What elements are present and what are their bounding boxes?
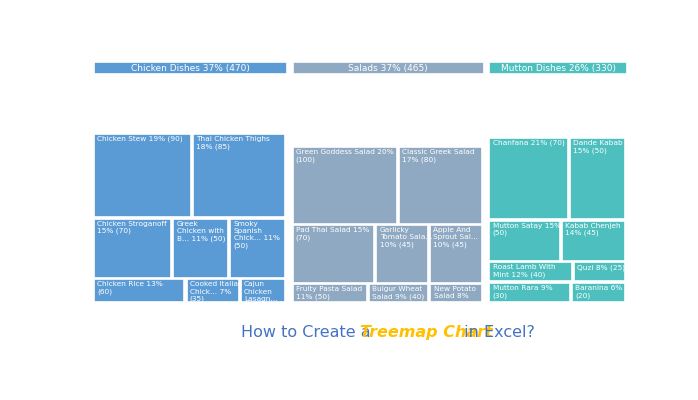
Text: Treemap Chart: Treemap Chart (360, 326, 493, 340)
Bar (570, 138, 625, 219)
Text: Mutton Satay 15%
(50): Mutton Satay 15% (50) (493, 223, 560, 236)
Text: Greek
Chicken with
B... 11% (50): Greek Chicken with B... 11% (50) (177, 221, 225, 242)
Bar (431, 284, 482, 302)
Bar (230, 218, 285, 278)
Text: Quzi 8% (25): Quzi 8% (25) (577, 264, 625, 270)
Bar (94, 279, 184, 302)
Text: Garlicky
Tomato Sala...
10% (45): Garlicky Tomato Sala... 10% (45) (380, 227, 432, 248)
Text: Kabab Chenjeh
14% (45): Kabab Chenjeh 14% (45) (565, 223, 621, 236)
Text: Pad Thai Salad 15%
(70): Pad Thai Salad 15% (70) (296, 227, 369, 241)
Bar (376, 225, 428, 282)
Text: Roast Lamb With
Mint 12% (40): Roast Lamb With Mint 12% (40) (493, 264, 555, 278)
Text: Chicken Stroganoff
15% (70): Chicken Stroganoff 15% (70) (97, 221, 167, 234)
Bar (173, 218, 228, 278)
Text: Salads 37% (465): Salads 37% (465) (348, 64, 428, 73)
Text: Chicken Stew 19% (90): Chicken Stew 19% (90) (97, 136, 183, 142)
Bar (489, 283, 570, 302)
Bar (94, 62, 287, 74)
Bar (430, 225, 482, 282)
Text: Classic Greek Salad
17% (80): Classic Greek Salad 17% (80) (402, 149, 475, 162)
Bar (292, 62, 484, 74)
Bar (186, 279, 239, 302)
Text: in Excel?: in Excel? (459, 326, 535, 340)
Text: Green Goddess Salad 20%
(100): Green Goddess Salad 20% (100) (296, 149, 394, 162)
Text: Chicken Rice 13%
(60): Chicken Rice 13% (60) (97, 281, 163, 295)
Text: Apple And
Sprout Sal...
10% (45): Apple And Sprout Sal... 10% (45) (433, 227, 478, 248)
Bar (562, 220, 625, 261)
Text: Mutton Rara 9%
(30): Mutton Rara 9% (30) (493, 285, 552, 298)
Bar (94, 218, 171, 278)
Text: Smoky
Spanish
Chick... 11%
(50): Smoky Spanish Chick... 11% (50) (234, 221, 279, 249)
Bar (489, 138, 567, 219)
Bar (292, 147, 396, 224)
Bar (489, 262, 572, 281)
Bar (94, 134, 191, 217)
Bar (369, 284, 429, 302)
Bar (489, 62, 627, 74)
Bar (292, 225, 374, 282)
Text: Mutton Dishes 26% (330): Mutton Dishes 26% (330) (500, 64, 616, 73)
Text: Cooked Italian
Chick... 7%
(35): Cooked Italian Chick... 7% (35) (190, 281, 242, 302)
Bar (574, 262, 625, 281)
Text: Thai Chicken Thighs
18% (85): Thai Chicken Thighs 18% (85) (196, 136, 270, 150)
Bar (489, 220, 560, 261)
Text: Fruity Pasta Salad
11% (50): Fruity Pasta Salad 11% (50) (296, 286, 362, 300)
Bar (572, 283, 625, 302)
Text: Dande Kabab
15% (50): Dande Kabab 15% (50) (573, 140, 623, 154)
Bar (193, 134, 285, 217)
Bar (399, 147, 482, 224)
Text: Chanfana 21% (70): Chanfana 21% (70) (493, 140, 565, 146)
Text: Chicken Dishes 37% (470): Chicken Dishes 37% (470) (131, 64, 250, 73)
Text: New Potato
Salad 8%
(35): New Potato Salad 8% (35) (433, 286, 475, 307)
Text: Bulgur Wheat
Salad 9% (40): Bulgur Wheat Salad 9% (40) (373, 286, 424, 300)
Bar (292, 284, 367, 302)
Text: How to Create a: How to Create a (242, 326, 376, 340)
Text: Baranina 6%
(20): Baranina 6% (20) (575, 285, 623, 298)
Bar (241, 279, 285, 302)
Text: Cajun
Chicken
Lasagn...
6% (30): Cajun Chicken Lasagn... 6% (30) (244, 281, 278, 310)
